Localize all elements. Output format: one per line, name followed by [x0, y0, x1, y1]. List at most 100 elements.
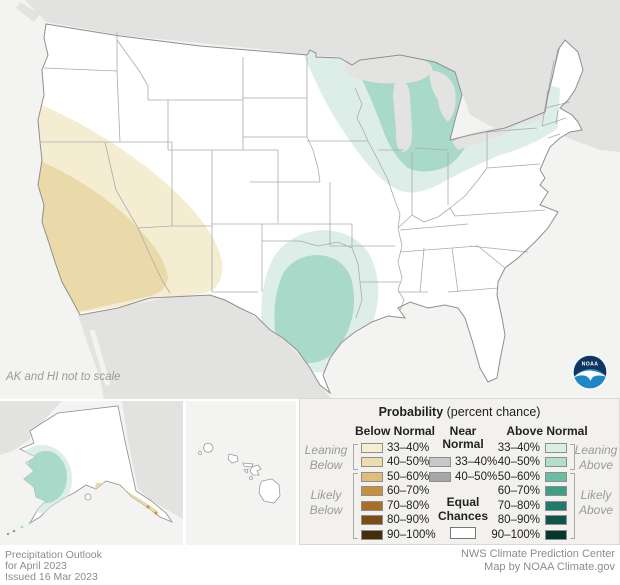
legend-swatch: [545, 472, 567, 482]
legend-swatch: [545, 515, 567, 525]
lake-superior: [345, 54, 433, 84]
lake-michigan: [393, 79, 413, 152]
legend-swatch: [361, 486, 383, 496]
legend-row-label: 33–40%: [497, 442, 540, 454]
legend-row-label: 90–100%: [491, 529, 540, 541]
above-normal-header: Above Normal: [506, 424, 588, 438]
legend-row-label: 80–90%: [497, 514, 540, 526]
legend-swatch: [361, 530, 383, 540]
legend-swatch: [361, 515, 383, 525]
legend-swatch: [429, 472, 451, 482]
legend-row: 60–70%: [496, 485, 567, 498]
legend-row: 80–90%: [496, 514, 567, 527]
legend-row: 40–50%: [496, 456, 567, 469]
legend-row: 33–40%: [361, 442, 471, 455]
legend-title-bold: Probability: [378, 405, 444, 419]
legend-swatch: [429, 457, 451, 467]
leaning-below-label: Leaning Below: [304, 443, 348, 472]
island-lanai: [243, 468, 249, 474]
equal-chances-header: Equal Chances: [437, 495, 489, 523]
alaska-inset: [0, 401, 183, 545]
legend-panel: Probability (percent chance) Below Norma…: [299, 398, 620, 545]
likely-above-bracket: [570, 473, 575, 539]
aleutian-island: [12, 529, 16, 533]
island-oahu: [227, 453, 239, 464]
legend-row-label: 40–50%: [455, 471, 498, 483]
aleutian-island: [28, 521, 32, 525]
footer-bar: Precipitation Outlook for April 2023 Iss…: [0, 548, 620, 585]
map-note: AK and HI not to scale: [6, 371, 121, 383]
legend-swatch: [545, 457, 567, 467]
legend-swatch: [361, 443, 383, 453]
legend-swatch: [361, 457, 383, 467]
island-hawaii: [258, 478, 281, 504]
legend-row-label: 60–70%: [387, 485, 430, 497]
equal-chances-swatch: [450, 527, 476, 539]
legend-row: 50–60%: [496, 471, 567, 484]
legend-row: 33–40%: [429, 456, 539, 469]
ak-region-above-40-50: [25, 451, 67, 503]
legend-row-label: 90–100%: [387, 529, 436, 541]
state-borders: [40, 32, 571, 319]
island-niihau: [198, 451, 202, 455]
legend-row-label: 70–80%: [497, 500, 540, 512]
legend-row-label: 80–90%: [387, 514, 430, 526]
legend-row: 70–80%: [361, 500, 471, 513]
legend-row-label: 60–70%: [497, 485, 540, 497]
legend-row: 40–50%: [361, 456, 471, 469]
footer-right-text: NWS Climate Prediction Center Map by NOA…: [461, 548, 615, 574]
leaning-above-label: Leaning Above: [574, 443, 618, 472]
legend-row-label: 50–60%: [387, 471, 430, 483]
legend-row: 80–90%: [361, 514, 471, 527]
aleutian-island: [20, 525, 24, 529]
leaning-below-bracket: [353, 444, 358, 470]
leaning-above-bracket: [570, 444, 575, 470]
legend-row-label: 70–80%: [387, 500, 430, 512]
legend-row-label: 33–40%: [455, 456, 498, 468]
legend-title: Probability (percent chance): [300, 405, 619, 419]
legend-swatch: [545, 443, 567, 453]
likely-above-label: Likely Above: [578, 488, 614, 517]
near-normal-header: Near Normal: [442, 424, 484, 451]
aleutian-island: [6, 532, 10, 536]
likely-below-bracket: [353, 473, 358, 539]
island-molokai: [242, 462, 254, 468]
canada-landmass: [25, 0, 620, 152]
legend-row: 50–60%: [361, 471, 471, 484]
kodiak-island: [84, 493, 92, 501]
conus-map: [0, 0, 620, 399]
us-outline: [37, 23, 584, 395]
legend-row-label: 33–40%: [387, 442, 430, 454]
legend-row: 60–70%: [361, 485, 471, 498]
hawaii-islands: [198, 443, 281, 504]
island-kahoolawe: [249, 476, 253, 480]
legend-row: 90–100%: [361, 529, 471, 542]
footer-issued: Issued 16 Mar 2023: [5, 571, 98, 583]
region-above-texas-40-50: [274, 255, 355, 364]
hawaii-ocean: [186, 401, 296, 545]
footer-credit: Map by NOAA Climate.gov: [484, 561, 615, 573]
island-kauai: [203, 443, 214, 453]
noaa-logo-text: NOAA: [582, 362, 599, 368]
ak-below-dot: [154, 511, 158, 515]
footer-left-text: Precipitation Outlook for April 2023 Iss…: [5, 550, 102, 583]
legend-row-label: 40–50%: [497, 456, 540, 468]
legend-row: 33–40%: [496, 442, 567, 455]
lake-huron: [429, 70, 456, 122]
noaa-logo-gull: [573, 370, 607, 381]
noaa-logo: NOAA: [572, 354, 608, 390]
legend-swatch: [545, 486, 567, 496]
legend-row-label: 50–60%: [497, 471, 540, 483]
island-maui: [249, 464, 262, 476]
legend-swatch: [545, 501, 567, 511]
vancouver-island: [16, 2, 40, 22]
legend-swatch: [361, 501, 383, 511]
likely-below-label: Likely Below: [309, 488, 343, 517]
legend-row: 90–100%: [491, 529, 567, 542]
hawaii-inset: [186, 401, 296, 545]
footer-title: Precipitation Outlook: [5, 549, 102, 561]
legend-row-label: 40–50%: [387, 456, 430, 468]
legend-row: 40–50%: [429, 471, 539, 484]
legend-swatch: [545, 530, 567, 540]
legend-row: 70–80%: [496, 500, 567, 513]
